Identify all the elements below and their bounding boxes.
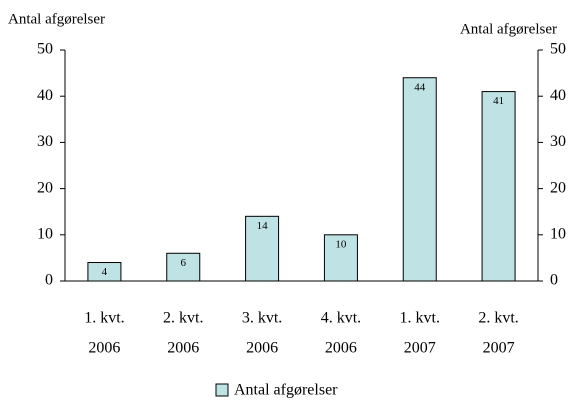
y-tick-label: 10 — [37, 225, 53, 242]
y2-tick-label: 10 — [550, 225, 566, 242]
value-label: 4 — [102, 266, 108, 278]
y-tick-label: 0 — [45, 272, 53, 289]
y2-axis-title: Antal afgørelser — [460, 21, 557, 37]
x-tick-label: 2006 — [325, 340, 357, 357]
legend-swatch — [215, 383, 229, 397]
x-tick-label: 2007 — [404, 340, 436, 357]
bar — [166, 252, 201, 282]
y2-tick-label: 50 — [550, 41, 566, 58]
x-tick-label: 1. kvt. — [84, 310, 124, 327]
y-tick-label: 30 — [37, 133, 53, 150]
x-tick-label: 2006 — [167, 340, 199, 357]
y2-tick-label: 20 — [550, 179, 566, 196]
x-tick-label: 2006 — [246, 340, 278, 357]
x-tick-label: 4. kvt. — [321, 310, 361, 327]
bar — [245, 215, 280, 282]
bar — [323, 234, 358, 282]
bar — [481, 91, 516, 282]
y-tick-label: 40 — [37, 87, 53, 104]
x-tick-label: 2006 — [88, 340, 120, 357]
x-tick-label: 1. kvt. — [400, 310, 440, 327]
x-tick-label: 3. kvt. — [242, 310, 282, 327]
y2-tick-label: 0 — [550, 272, 558, 289]
value-label: 44 — [414, 81, 426, 93]
value-label: 41 — [493, 95, 504, 107]
y-tick-label: 50 — [37, 41, 53, 58]
value-label: 10 — [335, 238, 347, 250]
bar — [402, 77, 437, 282]
x-tick-label: 2. kvt. — [478, 310, 518, 327]
y2-tick-label: 40 — [550, 87, 566, 104]
bar — [87, 262, 122, 282]
value-label: 6 — [181, 257, 187, 269]
x-tick-label: 2. kvt. — [163, 310, 203, 327]
x-tick-label: 2007 — [483, 340, 515, 357]
legend-label: Antal afgørelser — [234, 382, 338, 399]
y2-tick-label: 30 — [550, 133, 566, 150]
y-axis-title: Antal afgørelser — [8, 11, 105, 27]
y-tick-label: 20 — [37, 179, 53, 196]
value-label: 14 — [257, 220, 269, 232]
